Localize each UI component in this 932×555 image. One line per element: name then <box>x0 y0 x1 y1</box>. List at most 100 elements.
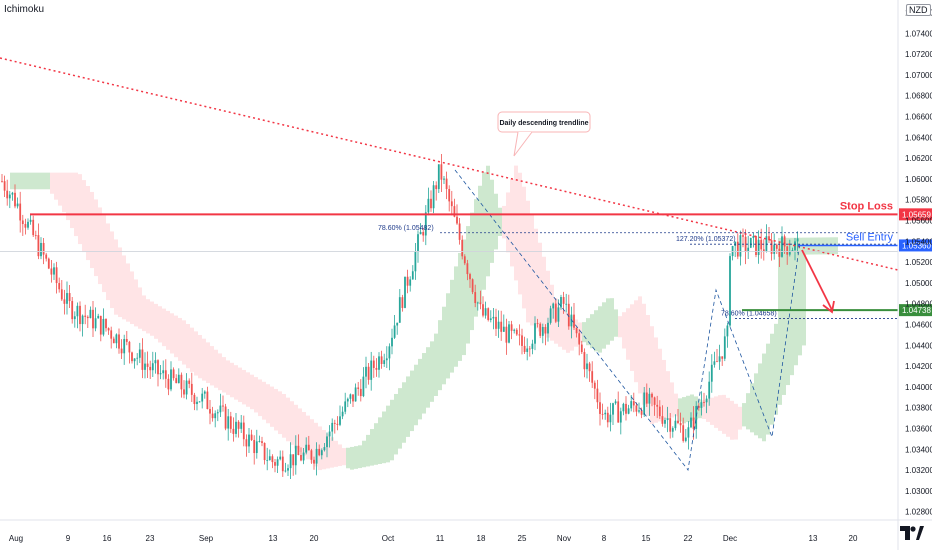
cloud-segment <box>46 172 50 190</box>
candle-body <box>547 322 549 334</box>
candle-body <box>554 303 557 322</box>
candle-body <box>157 360 159 375</box>
candle-body <box>456 216 458 224</box>
candle-body <box>622 403 625 412</box>
candle-body <box>695 405 698 429</box>
cloud-segment <box>194 331 198 376</box>
candle-body <box>92 309 94 329</box>
candle-body <box>216 412 219 414</box>
y-tick-label: 1.07200 <box>905 50 932 59</box>
candle-body <box>55 267 58 284</box>
cloud-segment <box>34 172 38 190</box>
candle-body <box>263 442 266 461</box>
cloud-segment <box>390 399 394 461</box>
candle-body <box>354 387 357 402</box>
candle-body <box>357 387 360 389</box>
candle-body <box>458 223 461 240</box>
cloud-segment <box>442 306 446 385</box>
currency-badge[interactable]: NZD <box>906 4 931 16</box>
candle-body <box>162 370 165 374</box>
cloud-segment <box>514 165 518 281</box>
cloud-segment <box>14 172 18 190</box>
candle-body <box>651 393 653 398</box>
candle-body <box>63 299 66 304</box>
cloud-segment <box>794 237 798 366</box>
cloud-segment <box>462 239 466 356</box>
cloud-segment <box>82 180 86 253</box>
candle-body <box>398 297 401 323</box>
cloud-segment <box>518 172 522 295</box>
cloud-segment <box>382 411 386 464</box>
candle-body <box>112 338 115 344</box>
candle-body <box>437 164 440 190</box>
candle-body <box>578 333 581 345</box>
x-tick-label: 15 <box>642 534 651 543</box>
cloud-segment <box>646 315 650 416</box>
annotation-text: Daily descending trendline <box>499 120 588 127</box>
x-tick-label: 9 <box>66 534 71 543</box>
cloud-segment <box>774 323 778 415</box>
candle-body <box>203 391 206 394</box>
candle-body <box>768 236 770 241</box>
cloud-segment <box>686 395 690 423</box>
cloud-segment <box>758 363 762 439</box>
y-tick-label: 1.04400 <box>905 341 932 350</box>
candle-body <box>625 403 627 414</box>
candle-body <box>609 414 612 423</box>
fib-level-label: 78.60% (1.05482) <box>378 225 434 232</box>
cloud-segment <box>242 369 246 405</box>
tradingview-logo <box>900 526 924 540</box>
candle-body <box>167 378 170 390</box>
candle-body <box>788 251 791 255</box>
candle-body <box>71 301 74 320</box>
x-tick-label: 11 <box>436 534 445 543</box>
candle-body <box>518 334 521 336</box>
candle-body <box>326 436 328 448</box>
candle-body <box>669 418 672 432</box>
cloud-segment <box>70 172 74 229</box>
candle-body <box>687 427 690 438</box>
cloud-segment <box>206 342 210 384</box>
cloud-segment <box>50 172 54 194</box>
cloud-segment <box>678 398 682 422</box>
candle-body <box>619 411 622 423</box>
cloud-segment <box>330 437 334 468</box>
cloud-segment <box>134 279 138 327</box>
candle-body <box>406 276 409 286</box>
candle-body <box>284 470 287 472</box>
y-tick-label: 1.05000 <box>905 279 932 288</box>
candle-body <box>716 361 718 363</box>
candle-body <box>32 219 35 236</box>
candle-body <box>175 378 178 384</box>
candle-body <box>523 345 526 352</box>
candle-body <box>58 283 61 290</box>
candle-body <box>227 416 230 429</box>
cloud-segment <box>770 333 774 425</box>
cloud-segment <box>58 172 62 206</box>
cloud-segment <box>782 237 786 395</box>
cloud-segment <box>602 302 606 349</box>
candle-body <box>531 343 534 349</box>
candle-body <box>375 367 378 370</box>
y-tick-label: 1.04200 <box>905 362 932 371</box>
cloud-segment <box>258 379 262 417</box>
candle-body <box>279 456 282 460</box>
cloud-segment <box>130 271 134 325</box>
cloud-segment <box>726 397 730 437</box>
candle-body <box>123 338 126 354</box>
cloud-segment <box>38 172 42 190</box>
cloud-segment <box>638 296 642 394</box>
candle-body <box>448 189 451 202</box>
candle-body <box>760 239 763 250</box>
cloud-segment <box>78 174 82 245</box>
cloud-segment <box>366 434 370 467</box>
candle-body <box>567 303 570 327</box>
cloud-segment <box>102 215 106 293</box>
candle-body <box>258 441 261 442</box>
cloud-segment <box>222 357 226 393</box>
candle-body <box>151 363 154 371</box>
candle-body <box>305 444 308 453</box>
